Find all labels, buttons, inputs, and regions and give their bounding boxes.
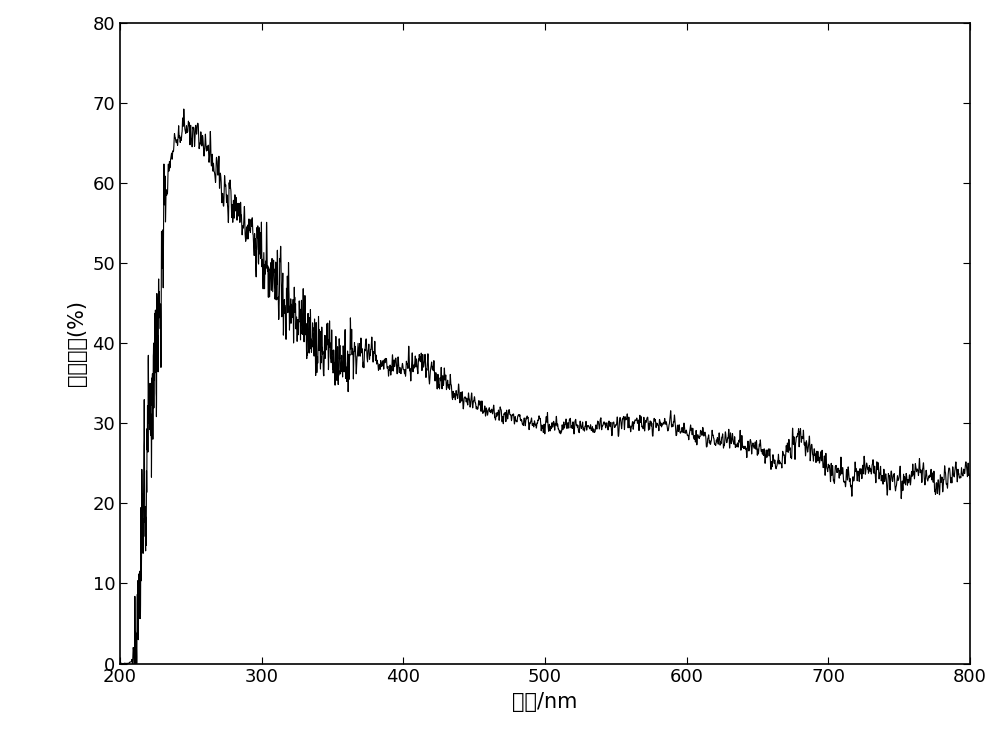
Y-axis label: 光吸收率(%): 光吸收率(%) (67, 300, 87, 386)
X-axis label: 波长/nm: 波长/nm (512, 692, 578, 712)
